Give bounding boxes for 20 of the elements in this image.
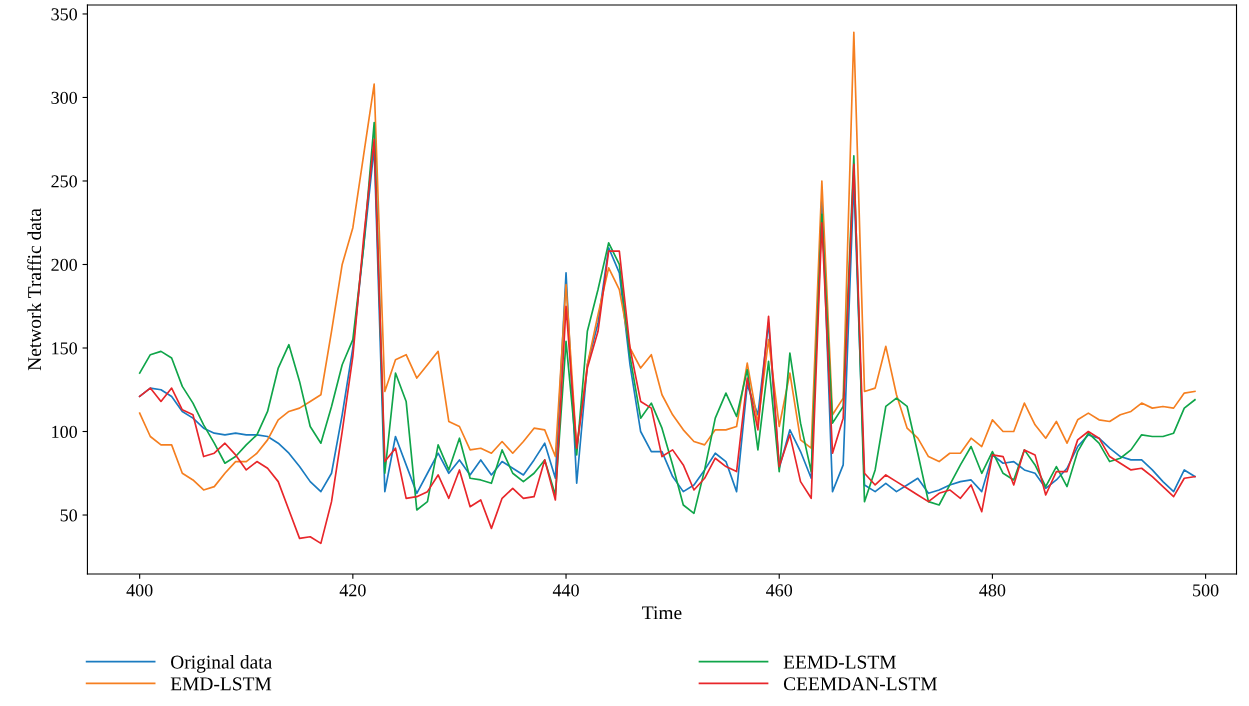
y-tick-label: 100 <box>52 425 78 438</box>
x-tick-label: 420 <box>339 584 366 597</box>
legend-label: EEMD-LSTM <box>783 655 896 669</box>
x-tick-label: 440 <box>552 584 579 597</box>
y-tick-label: 50 <box>60 509 78 522</box>
y-tick-label: 150 <box>52 342 78 355</box>
legend-label: EMD-LSTM <box>170 677 272 691</box>
y-tick-label: 200 <box>51 258 78 271</box>
line-series <box>138 31 1196 491</box>
x-axis-title: Time <box>642 606 682 620</box>
y-tick-label: 350 <box>51 8 78 21</box>
y-tick-label: 250 <box>51 175 78 188</box>
legend-label: Original data <box>171 655 272 673</box>
y-axis-title: Network Traffic data <box>27 208 42 371</box>
x-tick-label: 500 <box>1193 584 1219 597</box>
y-tick-label: 300 <box>51 91 78 104</box>
x-tick-label: 480 <box>979 584 1006 597</box>
x-tick-label: 400 <box>126 584 153 597</box>
legend-label: CEEMDAN-LSTM <box>783 677 938 691</box>
x-tick-label: 460 <box>766 584 793 597</box>
